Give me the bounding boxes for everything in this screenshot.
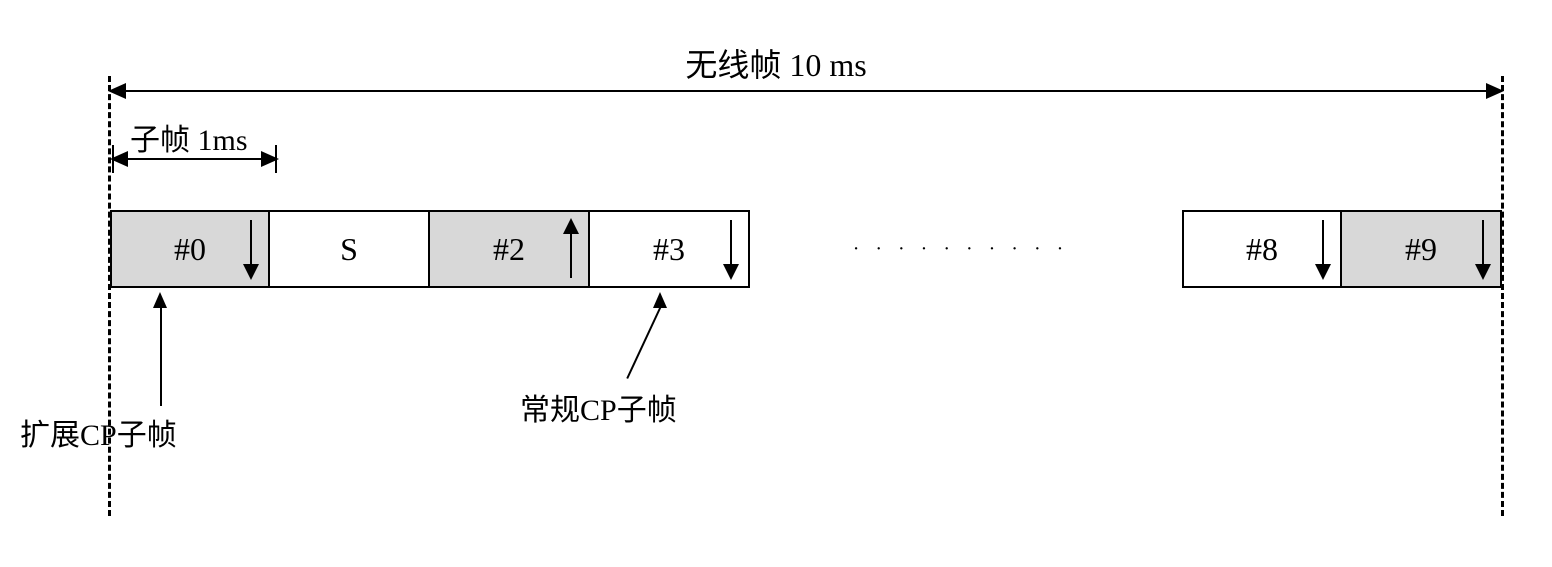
downlink-arrow-icon [730,220,732,278]
subframe-2: #2 [430,210,590,288]
subframe-8: #8 [1182,210,1342,288]
subframe-label: #9 [1405,231,1437,268]
subframe-label: #3 [653,231,685,268]
callout-line [160,306,162,406]
extended-cp-label: 扩展CP子帧 [20,410,177,454]
subframe-label: S [340,231,358,268]
radio-frame-title: 无线帧 10 ms [40,40,1512,86]
radio-frame-span-arrow [110,90,1502,92]
subframe-0: #0 [110,210,270,288]
subframe-3: #3 [590,210,750,288]
subframe-label: #8 [1246,231,1278,268]
downlink-arrow-icon [1322,220,1324,278]
subframe-label: #2 [493,231,525,268]
uplink-arrow-icon [570,220,572,278]
downlink-arrow-icon [1482,220,1484,278]
callout-line [626,306,662,379]
subframe-span-right-tick [275,145,277,173]
frame-boundary-right [1501,76,1504,516]
normal-cp-label: 常规CP子帧 [520,385,677,429]
subframe-row: #0 S #2 #3 ·········· #8 #9 [110,210,1502,288]
arrow-left-icon [110,151,128,167]
frame-structure-diagram: 无线帧 10 ms 子帧 1ms #0 S #2 #3 ·········· [40,40,1512,527]
subframe-span-arrow [112,158,277,160]
subframe-label: #0 [174,231,206,268]
subframe-s: S [270,210,430,288]
subframe-duration-label: 子帧 1ms [130,115,248,159]
downlink-arrow-icon [250,220,252,278]
ellipsis-omitted-subframes: ·········· [750,210,1182,288]
subframe-9: #9 [1342,210,1502,288]
